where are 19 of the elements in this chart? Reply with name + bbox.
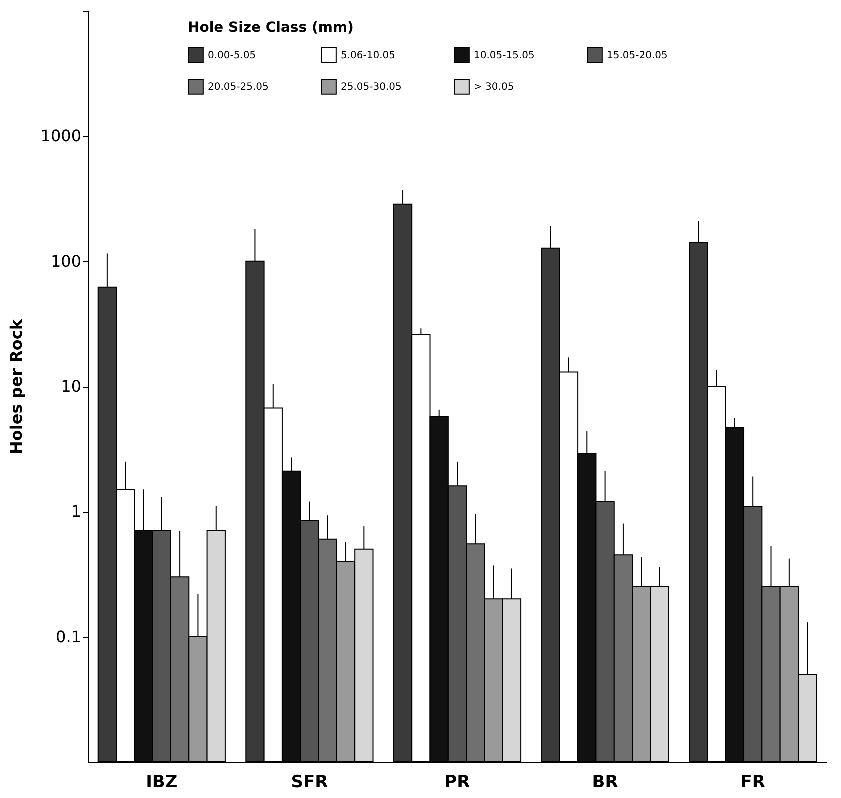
x-tick-label: FR (740, 772, 766, 792)
legend-label: 0.00-5.05 (208, 50, 256, 62)
y-tick-label: 10 (61, 377, 82, 396)
y-axis-title: Holes per Rock (6, 319, 26, 455)
y-tick-label: 100 (50, 252, 82, 271)
legend-title: Hole Size Class (mm) (188, 20, 354, 36)
legend-label: 5.06-10.05 (341, 50, 396, 62)
x-tick-label: IBZ (146, 772, 178, 792)
y-tick-label: 1 (71, 502, 82, 522)
legend-label: 10.05-15.05 (474, 50, 535, 62)
x-tick-label: BR (592, 772, 618, 792)
legend-label: 15.05-20.05 (607, 50, 668, 62)
y-tick-label: 1000 (40, 126, 82, 146)
legend-label: > 30.05 (474, 82, 514, 93)
legend-label: 25.05-30.05 (341, 82, 402, 93)
y-tick-label: 0.1 (56, 627, 82, 646)
x-tick-label: PR (444, 772, 470, 792)
legend-label: 20.05-25.05 (208, 82, 269, 93)
x-tick-label: SFR (291, 772, 328, 792)
